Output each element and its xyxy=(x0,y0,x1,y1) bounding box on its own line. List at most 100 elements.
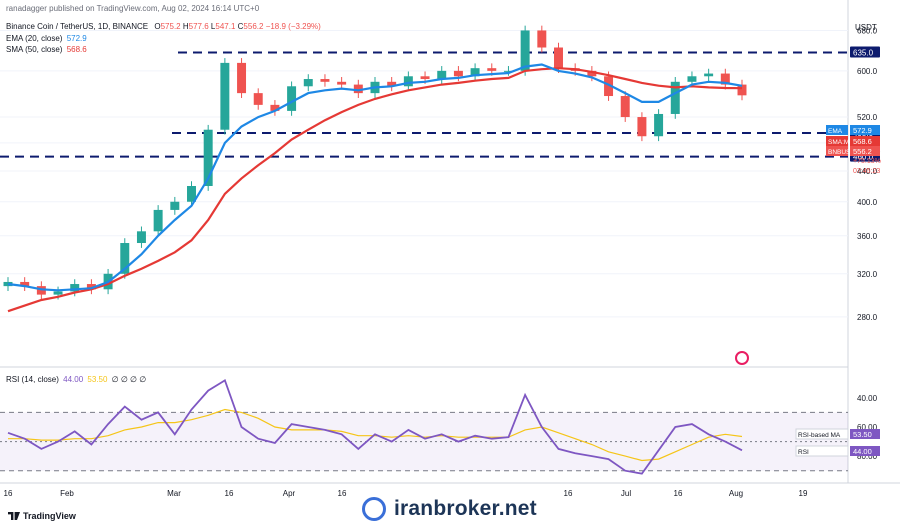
ema-tag-label-bg xyxy=(826,125,848,135)
tradingview-logo-icon xyxy=(8,512,20,520)
symbol-legend: Binance Coin / TetherUS, 1D, BINANCE O57… xyxy=(6,21,321,32)
candle-body xyxy=(153,209,163,232)
ema-tag-label: EMA xyxy=(828,128,843,135)
candle-body xyxy=(70,284,80,292)
symbol-tag-label-bg xyxy=(826,146,848,156)
rsi-lines xyxy=(7,379,743,475)
candle-body xyxy=(320,79,330,82)
author-line: ranadagger published on TradingView.com,… xyxy=(6,4,260,13)
sma-tag-value: 568.6 xyxy=(853,137,872,146)
candle-body xyxy=(170,201,180,210)
candle-body xyxy=(453,70,463,77)
candle-body xyxy=(220,62,230,130)
ema-legend[interactable]: EMA (20, close) 572.9 xyxy=(6,34,87,43)
time-axis-label: 16 xyxy=(4,489,13,498)
price-tick-label: 280.0 xyxy=(857,313,878,322)
sma-tag-label: SMA:MA xyxy=(828,139,854,146)
level-tag-label: 460.0 xyxy=(853,153,874,162)
candle-body xyxy=(253,93,263,105)
symbol-title: Binance Coin / TetherUS, 1D, BINANCE xyxy=(6,22,149,31)
rsi-tick-label: 40.00 xyxy=(857,394,878,403)
rsi-tag-label-bg xyxy=(795,445,849,457)
time-axis-labels: 16 Feb Mar 16 Apr 16 16 Jul 16 Aug 19 xyxy=(4,489,808,498)
time-axis-label: 16 xyxy=(674,489,683,498)
sma-50-line xyxy=(7,67,743,313)
candle-body xyxy=(303,79,313,87)
candle-body xyxy=(654,113,664,137)
candle-body xyxy=(270,104,280,111)
candle-body xyxy=(554,47,563,69)
time-axis-label: 16 xyxy=(225,489,234,498)
ema-tag-value: 572.9 xyxy=(853,126,872,135)
candle-body xyxy=(437,70,447,80)
candle-body xyxy=(604,76,614,97)
candle-body xyxy=(420,76,430,80)
time-axis-label: 16 xyxy=(338,489,347,498)
ema-tag-value-bg xyxy=(850,125,880,135)
candle-body xyxy=(537,30,547,48)
candle-body xyxy=(620,96,630,118)
sma-tag-label-bg xyxy=(826,136,848,146)
candle-body xyxy=(704,73,714,77)
tradingview-event-icon[interactable] xyxy=(735,351,749,365)
rsi-tick-label: 60.00 xyxy=(857,423,878,432)
time-axis-label: Jul xyxy=(621,489,631,498)
symbol-tag-value: 556.2 xyxy=(853,147,872,156)
rsi-ma-tag-value-bg xyxy=(850,429,880,439)
candle-body xyxy=(720,73,730,85)
symbol-tag-label: BNBUSDT xyxy=(828,149,859,156)
price-tick-label: 440.0 xyxy=(857,167,878,176)
time-axis-label: 16 xyxy=(564,489,573,498)
rsi-axis-ticks: 80.00 60.00 40.00 xyxy=(857,394,878,461)
candle-body xyxy=(503,70,513,72)
candle-body xyxy=(353,84,363,94)
rsi-tag-value-bg xyxy=(850,446,880,456)
sma-legend[interactable]: SMA (50, close) 568.6 xyxy=(6,45,87,54)
candle-body xyxy=(136,231,146,244)
price-axis-tags: 635.0495.0460.0EMA572.9SMA:MA568.6BNBUSD… xyxy=(795,46,881,457)
currency-label: USDT xyxy=(855,23,877,32)
time-axis-label: Mar xyxy=(167,489,181,498)
symbol-change: +75.13% xyxy=(853,158,881,165)
rsi-band xyxy=(0,411,848,472)
moving-average-lines xyxy=(7,63,743,313)
support-resistance-levels xyxy=(0,51,848,158)
rsi-ma-tag-label: RSI-based MA xyxy=(798,432,841,439)
candle-body xyxy=(20,281,30,287)
candle-body xyxy=(687,76,697,82)
time-axis-label: 19 xyxy=(799,489,808,498)
ohlc-values: O575.2 H577.6 L547.1 C556.2 −18.9 (−3.29… xyxy=(154,22,321,31)
time-axis-label: Apr xyxy=(283,489,296,498)
rsi-line xyxy=(7,379,743,475)
level-tag-label: 635.0 xyxy=(853,49,874,58)
iranbroker-watermark: iranbroker.net xyxy=(362,497,537,521)
rsi-ma-tag-value: 53.50 xyxy=(853,430,872,439)
candle-body xyxy=(203,129,213,186)
candle-body xyxy=(403,76,413,87)
price-tick-label: 680.0 xyxy=(857,26,878,35)
rsi-tick-label: 80.00 xyxy=(857,452,878,461)
price-tick-label: 400.0 xyxy=(857,198,878,207)
candle-body xyxy=(187,186,196,202)
rsi-legend[interactable]: RSI (14, close) 44.00 53.50 ∅ ∅ ∅ ∅ xyxy=(6,375,147,384)
price-tick-label: 600.0 xyxy=(857,67,878,76)
candle-body xyxy=(53,291,63,295)
time-axis-label: Feb xyxy=(60,489,74,498)
symbol-countdown: 07:45:23 xyxy=(853,168,880,175)
rsi-ma-tag-label-bg xyxy=(795,428,849,440)
candle-body xyxy=(287,86,297,111)
candle-body xyxy=(637,117,647,137)
candle-body xyxy=(237,62,247,94)
candle-body xyxy=(337,81,347,85)
ema-20-line xyxy=(7,63,743,292)
tradingview-logo[interactable]: TradingView xyxy=(8,511,76,521)
candle-body xyxy=(587,70,597,77)
candle-body xyxy=(470,68,480,77)
time-axis-label: Aug xyxy=(729,489,743,498)
price-tick-label: 320.0 xyxy=(857,270,878,279)
level-tag xyxy=(850,46,880,58)
rsi-tag-value: 44.00 xyxy=(853,447,872,456)
candle-body xyxy=(120,243,130,274)
rsi-tag-label: RSI xyxy=(798,449,809,456)
